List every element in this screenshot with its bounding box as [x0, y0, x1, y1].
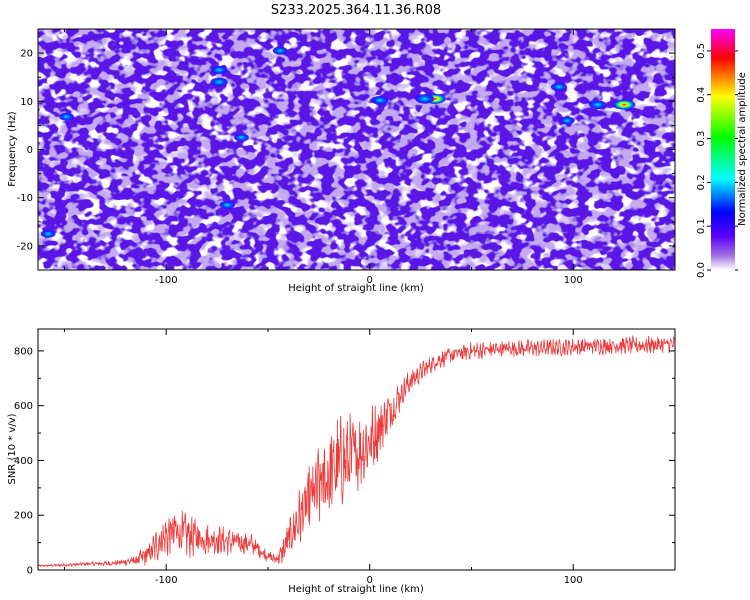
colorbar-tick-label: 0.4	[696, 87, 707, 103]
spectral-peak	[59, 112, 74, 121]
colorbar-tick-label: 0.5	[696, 43, 707, 59]
snr-y-tick-label: 600	[14, 401, 33, 412]
snr-background	[38, 329, 675, 570]
snr-y-label: SNR (10 * v/v)	[7, 413, 18, 484]
snr-x-ticks: -100 0 100	[63, 329, 676, 586]
snr-x-tick-label: 0	[367, 575, 373, 586]
snr-x-label: Height of straight line (km)	[288, 584, 424, 595]
snr-panel: -100 0 100 0 200 400 600 800 Height of straigh…	[7, 328, 676, 595]
figure-title: S233.2025.364.11.36.R08	[271, 3, 441, 18]
spectrogram-y-ticks: -20 -10 0 10 20	[17, 28, 675, 271]
spectral-peak	[589, 100, 607, 110]
spectral-peak	[40, 229, 56, 238]
spectral-peak	[219, 200, 235, 210]
spectral-peak	[210, 77, 228, 87]
colorbar-ticks: 0.0 0.1 0.2 0.3 0.4 0.5	[696, 43, 738, 278]
spectrogram-y-tick-label: -10	[17, 193, 33, 204]
snr-y-ticks: 0 200 400 600 800	[14, 346, 675, 577]
snr-y-tick-label: 400	[14, 456, 33, 467]
spectrogram-features	[40, 46, 636, 238]
colorbar-tick-label: 0.1	[696, 218, 707, 234]
colorbar-tick-label: 0.0	[696, 262, 707, 278]
spectrogram-texture	[38, 29, 675, 270]
spectral-peak	[559, 116, 575, 125]
snr-frame	[37, 328, 676, 571]
snr-y-tick-label: 0	[27, 566, 33, 577]
spectral-peak	[272, 46, 288, 55]
spectrogram-x-tick-label: 0	[367, 275, 373, 286]
snr-x-tick-label: 100	[564, 575, 583, 586]
spectrogram-y-tick-label: -20	[17, 241, 33, 252]
spectral-peak	[613, 99, 636, 110]
spectral-peak	[234, 133, 249, 142]
snr-x-tick-label: -100	[155, 575, 178, 586]
colorbar-tick-label: 0.2	[696, 174, 707, 190]
spectral-peak	[211, 65, 228, 75]
colorbar-label: Normalized spectral amplitude	[737, 72, 748, 226]
spectrogram-x-label: Height of straight line (km)	[288, 283, 424, 294]
spectrogram-y-label: Frequency (Hz)	[7, 111, 18, 187]
snr-series-line	[38, 334, 675, 568]
spectrogram-y-tick-label: 20	[20, 49, 33, 60]
spectrogram-x-tick-label: -100	[155, 275, 178, 286]
spectrogram-x-tick-label: 100	[564, 275, 583, 286]
spectral-peak	[550, 82, 567, 92]
colorbar-tick-label: 0.3	[696, 131, 707, 147]
spectrogram-y-tick-label: 10	[20, 97, 33, 108]
snr-y-tick-label: 200	[14, 511, 33, 522]
spectrogram-y-tick-label: 0	[27, 145, 33, 156]
spectral-peak	[371, 95, 389, 105]
snr-y-tick-label: 800	[14, 346, 33, 357]
spectral-peak	[415, 94, 435, 104]
colorbar: 0.0 0.1 0.2 0.3 0.4 0.5 Normalized spectral a…	[696, 29, 748, 278]
colorbar-gradient	[711, 29, 735, 270]
